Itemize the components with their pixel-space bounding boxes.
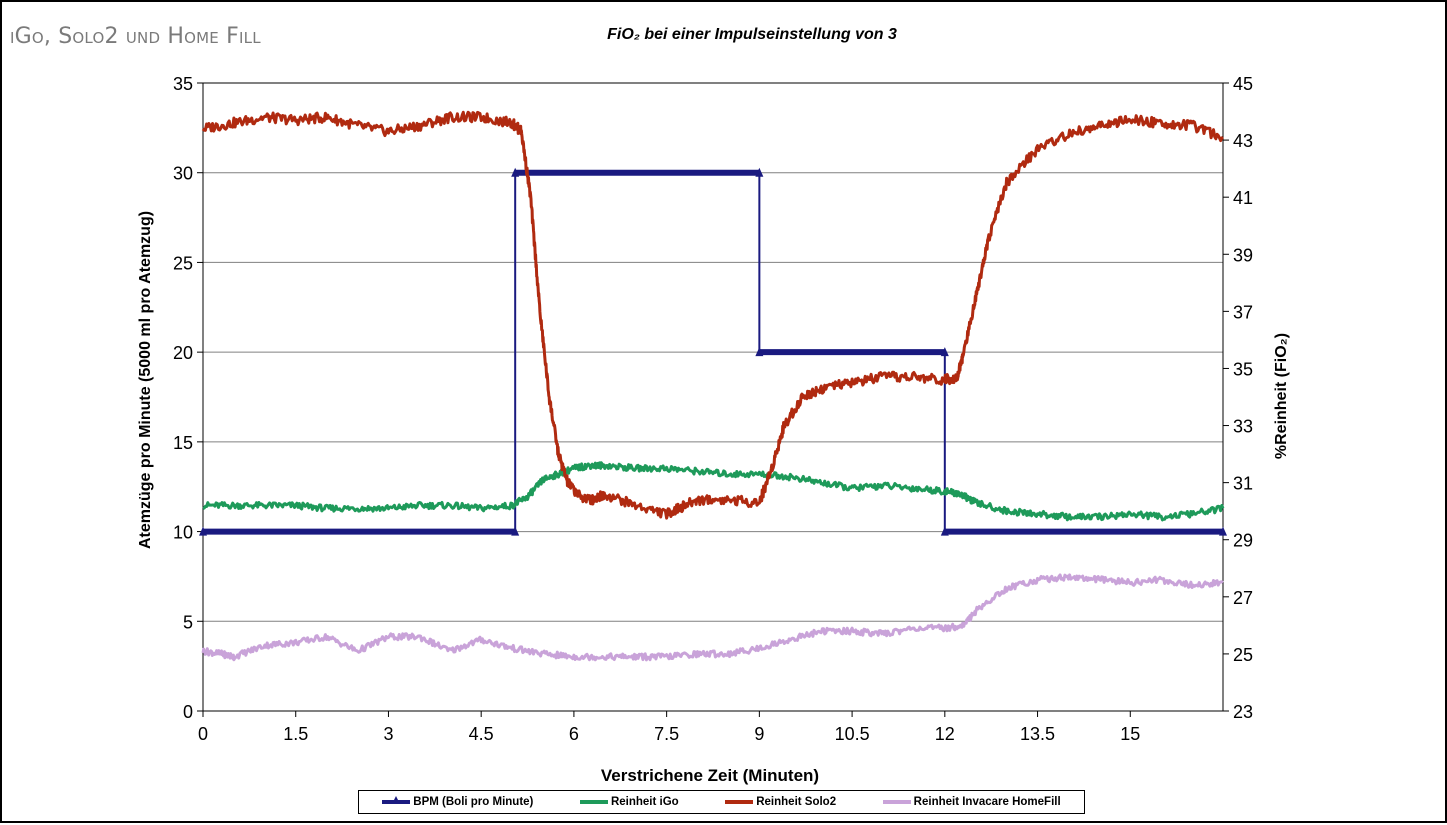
series-line-solo2 bbox=[201, 110, 1224, 520]
left-tick-label: 25 bbox=[173, 253, 193, 273]
x-tick-label: 4.5 bbox=[469, 724, 494, 744]
left-axis-ticks: 0 5 10 15 20 25 30 35 bbox=[173, 74, 203, 722]
left-tick-label: 15 bbox=[173, 433, 193, 453]
gridlines bbox=[203, 82, 1223, 712]
legend-swatch bbox=[382, 796, 411, 804]
series-point-bpm bbox=[755, 167, 764, 177]
legend-item: BPM (Boli pro Minute) bbox=[382, 796, 533, 808]
x-tick-label: 9 bbox=[754, 724, 764, 744]
left-axis-label: Atemzüge pro Minute (5000 ml pro Atemzug… bbox=[137, 211, 154, 549]
right-tick-label: 29 bbox=[1233, 531, 1253, 551]
legend-label: Reinheit Solo2 bbox=[756, 796, 837, 808]
series-line-igo bbox=[202, 461, 1225, 522]
right-axis-label: %Reinheit (FiO₂) bbox=[1273, 333, 1290, 459]
legend-label: BPM (Boli pro Minute) bbox=[413, 796, 534, 808]
series-lines bbox=[199, 110, 1227, 662]
right-tick-label: 27 bbox=[1233, 588, 1253, 608]
x-axis-ticks: 0 1.5 3 4.5 6 7.5 9 10.5 12 13.5 15 bbox=[198, 711, 1140, 744]
series-point-bpm bbox=[940, 347, 949, 357]
series-point-bpm bbox=[940, 526, 949, 536]
x-tick-label: 13.5 bbox=[1020, 724, 1055, 744]
left-tick-label: 10 bbox=[173, 523, 193, 543]
legend-swatch bbox=[725, 800, 754, 804]
right-tick-label: 41 bbox=[1233, 188, 1253, 208]
series-point-bpm bbox=[1219, 526, 1227, 536]
x-tick-label: 6 bbox=[569, 724, 579, 744]
legend: BPM (Boli pro Minute) Reinheit iGo Reinhei… bbox=[358, 790, 1085, 814]
left-tick-label: 5 bbox=[183, 612, 193, 632]
x-tick-label: 7.5 bbox=[654, 724, 679, 744]
legend-item: Reinheit Solo2 bbox=[725, 796, 836, 808]
series-line-homefill bbox=[201, 573, 1224, 662]
axes bbox=[202, 82, 1224, 712]
legend-label: Reinheit iGo bbox=[610, 796, 679, 808]
chart-title: FiO₂ bei einer Impulseinstellung von 3 bbox=[502, 26, 1002, 44]
legend-item: Reinheit Invacare HomeFill bbox=[882, 796, 1061, 808]
right-tick-label: 37 bbox=[1233, 302, 1253, 322]
right-tick-label: 39 bbox=[1233, 245, 1253, 265]
page-heading: iGo, Solo2 und Home Fill bbox=[10, 24, 261, 49]
x-tick-label: 10.5 bbox=[835, 724, 870, 744]
x-tick-label: 3 bbox=[383, 724, 393, 744]
right-tick-label: 35 bbox=[1233, 359, 1253, 379]
x-axis-label: Verstrichene Zeit (Minuten) bbox=[601, 766, 819, 785]
right-tick-label: 31 bbox=[1233, 474, 1253, 494]
chart-title-text: FiO₂ bei einer Impulseinstellung von 3 bbox=[607, 26, 897, 43]
legend-item: Reinheit iGo bbox=[579, 796, 679, 808]
left-tick-label: 20 bbox=[173, 343, 193, 363]
x-tick-label: 1.5 bbox=[283, 724, 308, 744]
x-tick-label: 15 bbox=[1120, 724, 1140, 744]
left-tick-label: 0 bbox=[183, 702, 193, 722]
plot-area-border bbox=[202, 82, 1224, 712]
series-point-bpm bbox=[511, 167, 520, 177]
x-tick-label: 0 bbox=[198, 724, 208, 744]
legend-swatch bbox=[579, 800, 608, 804]
right-tick-label: 45 bbox=[1233, 74, 1253, 94]
right-tick-label: 25 bbox=[1233, 645, 1253, 665]
x-tick-label: 12 bbox=[935, 724, 955, 744]
right-tick-label: 23 bbox=[1233, 702, 1253, 722]
legend-swatch bbox=[882, 800, 911, 804]
series-point-bpm bbox=[511, 526, 520, 536]
left-tick-label: 30 bbox=[173, 164, 193, 184]
legend-label: Reinheit Invacare HomeFill bbox=[913, 796, 1061, 808]
series-point-bpm bbox=[199, 526, 207, 536]
right-axis-ticks: 23 25 27 29 31 33 35 37 39 41 43 45 bbox=[1223, 74, 1253, 722]
left-tick-label: 35 bbox=[173, 74, 193, 94]
triangle-marker-icon bbox=[392, 796, 401, 804]
series-point-bpm bbox=[755, 347, 764, 357]
right-tick-label: 33 bbox=[1233, 417, 1253, 437]
right-tick-label: 43 bbox=[1233, 131, 1253, 151]
